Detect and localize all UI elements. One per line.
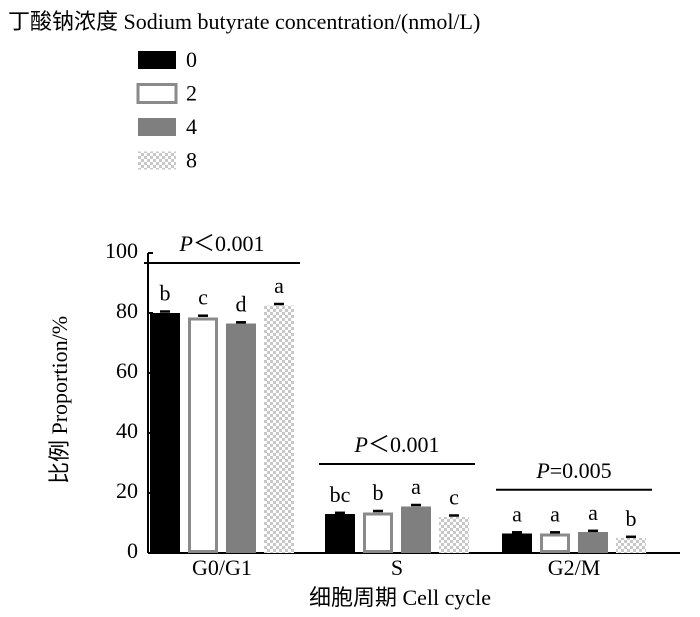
significance-letter: a [512,501,522,526]
bar [616,538,646,553]
legend-label: 4 [186,114,197,139]
legend-swatch [136,83,178,104]
p-symbol: P [535,458,549,483]
legend-swatch [138,151,176,170]
y-tick-label: 20 [116,478,138,503]
x-tick-label: G2/M [548,555,601,580]
significance-letter: a [274,273,284,298]
p-symbol: P [354,432,368,457]
significance-letter: a [550,501,560,526]
legend-label: 8 [186,148,197,173]
p-value: P=0.005 [535,458,611,483]
legend-swatch [138,51,176,69]
legend-swatch [138,118,176,136]
x-axis-label: 细胞周期 Cell cycle [309,585,491,610]
bar [401,506,431,553]
p-text: ＜0.001 [368,432,440,457]
significance-letter: a [588,500,598,525]
p-text: ＜0.001 [193,231,265,256]
significance-letter: c [198,285,208,310]
significance-letter: a [411,474,421,499]
bar [188,317,218,553]
significance-letter: d [236,291,247,316]
y-tick-label: 60 [116,358,138,383]
bar [439,517,469,553]
bar [502,533,532,553]
significance-letter: b [626,506,637,531]
y-axis-label: 比例 Proportion/% [47,316,72,484]
x-tick-label: S [391,555,403,580]
legend-title: 丁酸钠浓度 Sodium butyrate concentration/(nmo… [8,9,480,34]
y-tick-label: 40 [116,418,138,443]
y-tick-label: 100 [105,238,138,263]
legend-label: 2 [186,81,197,106]
bar [363,512,393,553]
p-value: P＜0.001 [179,231,265,256]
bar [540,533,570,553]
bar [578,532,608,553]
bar [226,323,256,553]
significance-letter: c [449,485,459,510]
y-tick-label: 80 [116,298,138,323]
p-text: =0.005 [550,458,612,483]
significance-letter: bc [330,482,351,507]
legend-label: 0 [186,47,197,72]
significance-letter: b [373,480,384,505]
bar [325,514,355,553]
bar [264,305,294,553]
significance-letter: b [160,281,171,306]
x-tick-label: G0/G1 [192,555,252,580]
y-tick-label: 0 [127,538,138,563]
bar [150,313,180,553]
p-value: P＜0.001 [354,432,440,457]
p-symbol: P [179,231,193,256]
